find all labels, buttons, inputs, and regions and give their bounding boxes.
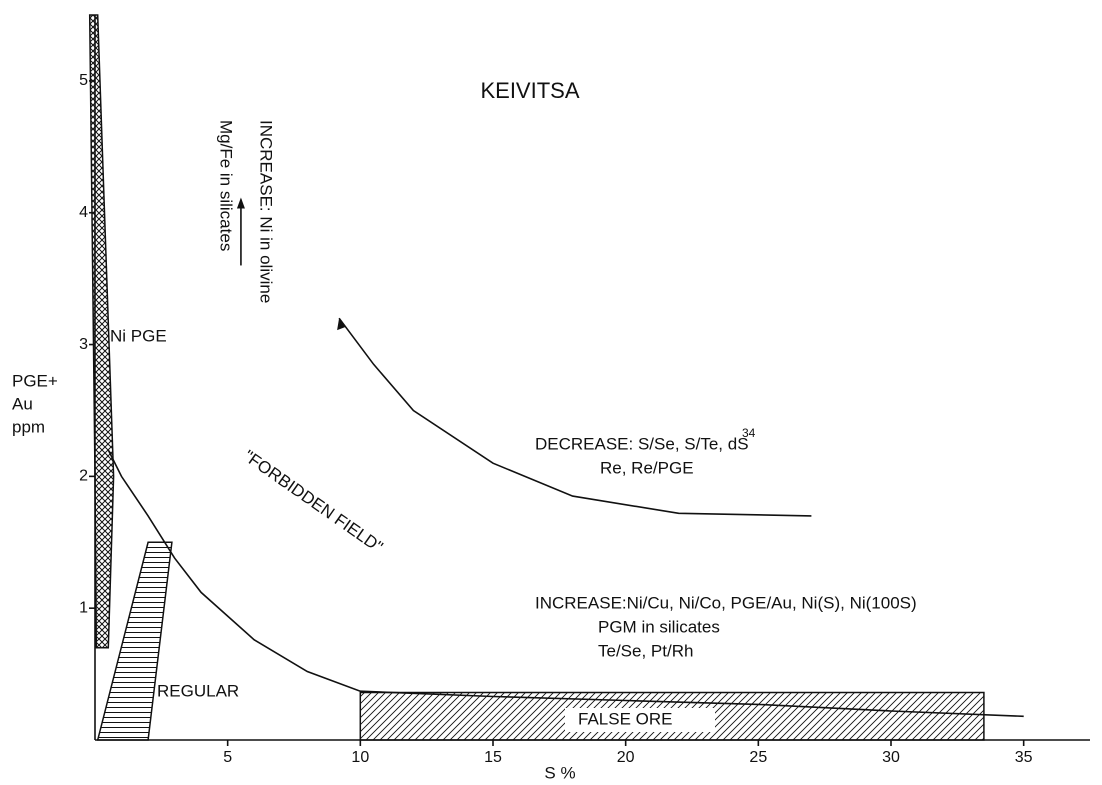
plot bbox=[88, 14, 1090, 741]
annotation: "FORBIDDEN FIELD" bbox=[240, 446, 386, 556]
label-background bbox=[565, 708, 715, 732]
x-tick-label: 35 bbox=[1015, 749, 1033, 766]
y-tick-label: 1 bbox=[79, 599, 88, 616]
annotation: 34 bbox=[742, 426, 756, 440]
x-tick-label: 30 bbox=[882, 749, 900, 766]
annotation: INCREASE:Ni/Cu, Ni/Co, PGE/Au, Ni(S), Ni… bbox=[535, 593, 917, 612]
y-tick-label: 2 bbox=[79, 468, 88, 485]
x-tick-label: 25 bbox=[749, 749, 767, 766]
x-tick-label: 10 bbox=[351, 749, 369, 766]
chart-title: KEIVITSA bbox=[480, 78, 579, 103]
annotation: INCREASE: Ni in olivine bbox=[257, 120, 276, 303]
x-tick-label: 5 bbox=[223, 749, 232, 766]
y-tick-label: 5 bbox=[79, 72, 88, 89]
x-tick-label: 20 bbox=[617, 749, 635, 766]
y-tick-label: 3 bbox=[79, 336, 88, 353]
x-axis-label: S % bbox=[544, 763, 575, 782]
arrow-head bbox=[236, 197, 245, 209]
annotation: PGM in silicates bbox=[598, 617, 720, 636]
annotation: Te/Se, Pt/Rh bbox=[598, 641, 693, 660]
annotation: Mg/Fe in silicates bbox=[217, 120, 236, 251]
y-axis-label: ppm bbox=[12, 417, 45, 436]
region-label: Ni PGE bbox=[110, 326, 167, 345]
boundary-curve bbox=[107, 449, 1024, 718]
annotation: DECREASE: S/Se, S/Te, dS bbox=[535, 434, 749, 453]
x-tick-label: 15 bbox=[484, 749, 502, 766]
trend-arrow bbox=[338, 317, 812, 517]
region-label: REGULAR bbox=[157, 681, 239, 700]
y-axis-label: Au bbox=[12, 394, 33, 413]
annotation: Re, Re/PGE bbox=[600, 458, 694, 477]
arrow-head bbox=[337, 318, 346, 331]
y-axis-label: PGE+ bbox=[12, 371, 58, 390]
y-tick-label: 4 bbox=[79, 204, 88, 221]
region-label: FALSE ORE bbox=[578, 709, 672, 728]
